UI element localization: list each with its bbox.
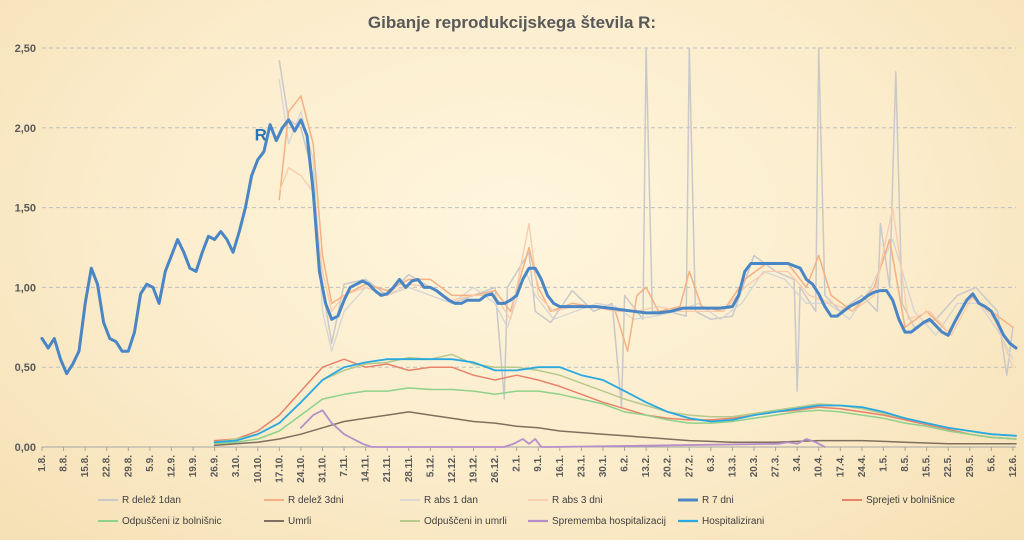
x-tick-label: 20.3.	[749, 455, 760, 477]
x-tick-label: 15.8.	[80, 455, 91, 477]
x-tick-label: 3.10.	[231, 455, 242, 477]
x-tick-label: 6.3.	[706, 455, 717, 472]
series-line-0	[278, 47, 1014, 408]
x-tick-label: 19.12.	[469, 455, 480, 483]
x-tick-label: 17.10.	[274, 455, 285, 483]
x-tick-label: 1.8.	[37, 455, 48, 472]
x-tick-label: 12.12.	[447, 455, 458, 483]
x-tick-label: 29.5.	[965, 455, 976, 477]
x-tick-label: 12.9.	[166, 455, 177, 477]
x-tick-label: 24.4.	[857, 455, 868, 477]
chart-title: Gibanje reprodukcijskega števila R:	[368, 13, 656, 32]
series-line-7	[213, 411, 1017, 447]
x-tick-label: 2.1.	[512, 455, 523, 472]
y-tick-label: 2,50	[15, 43, 36, 55]
legend-label: Odpuščeni iz bolnišnic	[122, 516, 222, 527]
x-tick-label: 24.10.	[296, 455, 307, 483]
series-line-4	[40, 118, 1018, 376]
y-tick-label: 1,00	[15, 282, 36, 294]
x-tick-label: 3.4.	[792, 455, 803, 472]
legend-label: Sprememba hospitalizacij	[552, 516, 666, 527]
legend-label: R delež 3dni	[288, 495, 344, 506]
x-tick-label: 5.9.	[145, 455, 156, 472]
series-line-10	[213, 358, 1017, 444]
x-tick-label: 20.2.	[663, 455, 674, 477]
legend-label: Umrli	[288, 516, 311, 527]
x-tick-label: 23.1.	[576, 455, 587, 477]
x-tick-label: 13.3.	[727, 455, 738, 477]
x-tick-label: 28.11.	[404, 455, 415, 482]
legend-label: R abs 3 dni	[552, 495, 603, 506]
y-tick-label: 2,00	[15, 123, 36, 135]
x-tick-label: 30.1.	[598, 455, 609, 477]
legend-label: Hospitalizirani	[702, 516, 764, 527]
y-tick-label: 1,50	[15, 203, 36, 215]
x-tick-label: 21.11.	[382, 455, 393, 482]
x-tick-label: 31.10.	[317, 455, 328, 483]
x-tick-label: 16.1.	[555, 455, 566, 477]
x-tick-label: 14.11.	[361, 455, 372, 482]
x-tick-label: 6.2.	[620, 455, 631, 472]
legend-label: R delež 1dan	[122, 495, 181, 506]
series-line-6	[213, 387, 1017, 445]
legend-label: R abs 1 dan	[424, 495, 478, 506]
x-tick-label: 29.8.	[123, 455, 134, 477]
x-tick-label: 9.1.	[533, 455, 544, 472]
x-tick-label: 19.9.	[188, 455, 199, 477]
x-tick-label: 8.5.	[900, 455, 911, 472]
y-axis-ticks: 0,00 0,50 1,00 1,50 2,00 2,50	[15, 43, 36, 454]
series-line-5	[213, 358, 1017, 442]
x-tick-label: 26.9.	[210, 455, 221, 477]
x-tick-label: 26.12.	[490, 455, 501, 483]
x-axis-ticks: 1.8. 8.8. 15.8. 22.8. 29.8. 5.9. 12.9. 19.9. 26.…	[37, 447, 1019, 483]
series-line-9	[300, 409, 826, 448]
series-line-3	[278, 167, 1014, 368]
y-tick-label: 0,00	[15, 442, 36, 454]
series-line-8	[213, 353, 1017, 443]
x-tick-label: 1.5.	[878, 455, 889, 472]
series-layer	[40, 47, 1018, 448]
x-tick-label: 22.5.	[943, 455, 954, 477]
x-tick-label: 8.8.	[59, 455, 70, 472]
x-tick-label: 12.6.	[1008, 455, 1019, 477]
x-tick-label: 10.10.	[253, 455, 264, 483]
x-tick-label: 5.6.	[986, 455, 997, 472]
legend: R delež 1dan R delež 3dni R abs 1 dan R abs…	[98, 495, 955, 527]
r-annotation: R	[255, 126, 267, 145]
x-tick-label: 22.8.	[102, 455, 113, 477]
x-tick-label: 10.4.	[814, 455, 825, 477]
grid-layer	[42, 47, 1016, 448]
x-tick-label: 27.3.	[771, 455, 782, 477]
x-tick-label: 15.5.	[922, 455, 933, 477]
legend-label: R 7 dni	[702, 495, 734, 506]
x-tick-label: 7.11.	[339, 455, 350, 477]
x-tick-label: 13.2.	[641, 455, 652, 477]
y-tick-label: 0,50	[15, 362, 36, 374]
x-tick-label: 17.4.	[835, 455, 846, 477]
legend-label: Odpuščeni in umrli	[424, 516, 507, 527]
legend-label: Sprejeti v bolnišnice	[866, 495, 955, 506]
x-tick-label: 5.12.	[425, 455, 436, 477]
x-tick-label: 27.2.	[684, 455, 695, 477]
